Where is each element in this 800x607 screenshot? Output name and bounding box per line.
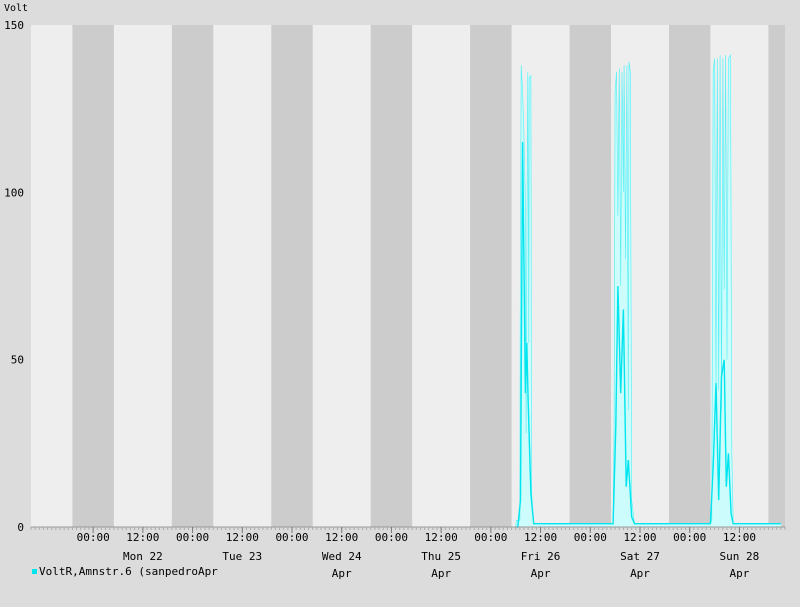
y-tick-label: 100 bbox=[4, 186, 24, 199]
month-label: Apr bbox=[431, 567, 451, 580]
x-tick-label: 12:00 bbox=[524, 531, 557, 544]
night-band bbox=[72, 25, 114, 527]
day-label: Sun 28 bbox=[720, 550, 760, 563]
legend-label: VoltR,Amnstr.6 (sanpedroApr bbox=[39, 565, 218, 578]
y-tick-label: 50 bbox=[11, 354, 24, 367]
night-band bbox=[470, 25, 512, 527]
legend: VoltR,Amnstr.6 (sanpedroApr bbox=[32, 565, 218, 578]
y-tick-label: 0 bbox=[17, 521, 24, 534]
day-label: Fri 26 bbox=[521, 550, 561, 563]
night-band bbox=[569, 25, 611, 527]
series-line bbox=[515, 142, 781, 528]
x-tick-label: 12:00 bbox=[425, 531, 458, 544]
plot-background bbox=[31, 25, 785, 527]
month-label: Apr bbox=[630, 567, 650, 580]
series-layer bbox=[515, 53, 782, 528]
day-label: Sat 27 bbox=[620, 550, 660, 563]
night-band bbox=[669, 25, 711, 527]
y-tick-label: 150 bbox=[4, 19, 24, 32]
x-tick-label: 12:00 bbox=[126, 531, 159, 544]
x-tick-label: 12:00 bbox=[325, 531, 358, 544]
series-envelope bbox=[515, 54, 781, 528]
x-tick-label: 00:00 bbox=[375, 531, 408, 544]
x-tick-label: 12:00 bbox=[623, 531, 656, 544]
day-label: Wed 24 bbox=[322, 550, 362, 563]
x-tick-label: 00:00 bbox=[574, 531, 607, 544]
night-band bbox=[370, 25, 413, 527]
night-band bbox=[768, 25, 785, 527]
x-tick-label: 12:00 bbox=[226, 531, 259, 544]
x-tick-label: 00:00 bbox=[474, 531, 507, 544]
day-label: Mon 22 bbox=[123, 550, 163, 563]
month-label: Apr bbox=[729, 567, 749, 580]
x-tick-label: 12:00 bbox=[723, 531, 756, 544]
day-label: Thu 25 bbox=[421, 550, 461, 563]
axis-layer: 150 100 50 0 00:00 12:00 00:00 12:00 00:00 12:00 0… bbox=[4, 19, 786, 580]
legend-swatch bbox=[32, 569, 37, 574]
day-label: Tue 23 bbox=[222, 550, 262, 563]
x-tick-label: 00:00 bbox=[275, 531, 308, 544]
month-label: Apr bbox=[332, 567, 352, 580]
x-tick-label: 00:00 bbox=[77, 531, 110, 544]
month-label: Apr bbox=[531, 567, 551, 580]
night-band bbox=[171, 25, 214, 527]
x-tick-label: 00:00 bbox=[673, 531, 706, 544]
night-band bbox=[271, 25, 313, 527]
y-axis-label: Volt bbox=[4, 3, 28, 14]
x-tick-label: 00:00 bbox=[176, 531, 209, 544]
